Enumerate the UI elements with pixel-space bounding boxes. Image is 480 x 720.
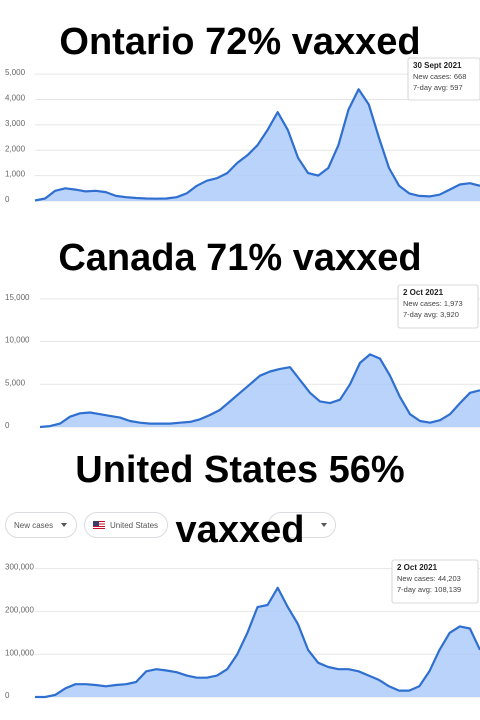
avg-line [39,353,480,429]
y-tick-label: 15,000 [5,293,30,302]
area-fill [35,89,480,201]
tooltip-line: 7-day avg: 597 [413,83,463,92]
chart-title: Ontario 72% vaxxed [59,21,421,63]
y-tick-label: 200,000 [5,605,34,614]
y-tick-label: 0 [5,691,10,700]
tooltip-line: New cases: 668 [413,72,466,81]
tooltip: 2 Oct 2021 New cases: 1,973 7-day avg: 3,9… [397,284,479,329]
range-dropdown[interactable] [268,512,336,538]
y-tick-label: 100,000 [5,648,34,657]
tooltip-line: 7-day avg: 3,920 [403,310,459,319]
chart-title: Canada 71% vaxxed [58,237,422,279]
y-tick-label: 0 [5,195,10,204]
dropdown-label: New cases [14,520,54,530]
dropdown-label: United States [110,520,159,530]
area-fill [40,354,480,427]
y-tick-label: 5,000 [5,68,26,77]
country-dropdown[interactable]: United States [84,512,168,538]
y-tick-label: 300,000 [5,563,34,572]
tooltip-line: New cases: 1,973 [403,299,463,308]
area-fill [35,587,480,697]
tooltip-box [391,559,479,604]
tooltip-box [397,284,479,329]
y-tick-label: 10,000 [5,336,30,345]
tooltip-date: 2 Oct 2021 [397,563,438,572]
y-tick-label: 2,000 [5,144,26,153]
y-tick-label: 5,000 [5,378,26,387]
tooltip-line: New cases: 44,203 [397,574,461,583]
tooltip-line: 7-day avg: 108,139 [397,585,461,594]
tooltip: 2 Oct 2021 New cases: 44,203 7-day avg: 10… [391,559,479,604]
avg-line [34,88,480,202]
y-tick-label: 1,000 [5,170,26,179]
tooltip-date: 2 Oct 2021 [403,288,444,297]
metric-dropdown[interactable]: New cases [5,512,77,538]
y-tick-label: 4,000 [5,94,26,103]
chart-title: United States 56% vaxxed [75,449,405,551]
y-tick-label: 0 [5,421,10,430]
tooltip-box [407,57,480,101]
tooltip-date: 30 Sept 2021 [413,61,462,70]
avg-line [35,586,480,699]
tooltip: 30 Sept 2021 New cases: 668 7-day avg: 597 [407,57,480,101]
y-tick-label: 3,000 [5,119,26,128]
